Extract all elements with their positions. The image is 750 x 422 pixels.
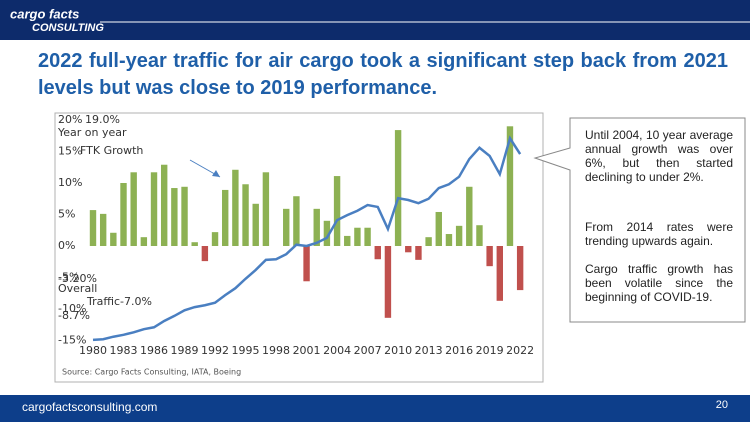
- bar: [140, 237, 148, 246]
- bar: [99, 213, 107, 246]
- annotation: 19.0%: [85, 113, 120, 126]
- annotation: Overall: [58, 282, 97, 295]
- bar: [445, 234, 453, 246]
- x-tick-label: 2016: [445, 344, 473, 357]
- x-tick-label: 2013: [415, 344, 443, 357]
- bar: [344, 235, 351, 246]
- pointer-arrow: [212, 170, 220, 177]
- y-tick-label: 15%: [58, 145, 82, 158]
- bar: [516, 246, 524, 291]
- bar: [242, 184, 249, 246]
- x-tick-label: 2004: [323, 344, 351, 357]
- bar: [293, 196, 300, 246]
- bar: [130, 172, 137, 246]
- bar: [262, 172, 270, 246]
- x-tick-label: 2010: [384, 344, 412, 357]
- x-tick-label: 2001: [293, 344, 321, 357]
- logo: CONSULTING: [32, 22, 104, 34]
- bar: [222, 189, 229, 246]
- slide-title: 2022 full-year traffic for air cargo too…: [38, 50, 728, 99]
- x-tick-label: 2022: [506, 344, 534, 357]
- bar: [313, 208, 320, 246]
- bar: [354, 227, 361, 246]
- page-number: 20: [716, 399, 728, 411]
- callout-text: Cargo traffic growth has been volatile s…: [585, 262, 733, 304]
- callout-box: [533, 117, 746, 323]
- bar: [232, 169, 239, 246]
- x-tick-label: 2019: [476, 344, 504, 357]
- bar: [496, 246, 503, 301]
- annotation: -3.20%: [58, 272, 97, 285]
- bar: [415, 246, 422, 260]
- bar: [171, 188, 178, 246]
- bar: [89, 210, 97, 246]
- x-tick-label: 1983: [110, 344, 138, 357]
- bar: [364, 227, 371, 246]
- bar: [303, 246, 310, 282]
- footer-url: cargofactsconsulting.com: [22, 400, 157, 414]
- bar: [486, 246, 493, 267]
- y-tick-label: 10%: [58, 176, 82, 189]
- bar: [476, 225, 483, 246]
- bar: [455, 225, 463, 246]
- annotation: -7.0%: [120, 295, 152, 308]
- y-tick-label: -5%: [58, 271, 79, 284]
- bar: [211, 232, 219, 246]
- source: Source: Cargo Facts Consulting, IATA, Bo…: [62, 368, 241, 377]
- annotation: -8.7%: [58, 309, 90, 322]
- bar: [201, 246, 209, 262]
- y-tick-label: 20%: [58, 113, 82, 126]
- x-tick-label: 2007: [354, 344, 382, 357]
- bar: [150, 172, 158, 246]
- bar: [435, 211, 442, 246]
- line: [92, 135, 522, 342]
- x-tick-label: 1995: [232, 344, 260, 357]
- y-tick-label: 0%: [58, 239, 75, 252]
- x-tick-label: 1986: [140, 344, 168, 357]
- bar: [466, 186, 473, 246]
- bar: [191, 242, 198, 246]
- bar: [323, 220, 331, 246]
- x-tick-label: 1998: [262, 344, 290, 357]
- x-tick-label: 1980: [79, 344, 107, 357]
- bar: [283, 208, 290, 246]
- annotation: FTK Growth: [80, 144, 143, 157]
- bar: [160, 164, 168, 246]
- x-tick-label: 1989: [171, 344, 199, 357]
- footer-bar: [0, 395, 750, 422]
- callout-text: Until 2004, 10 year average annual growt…: [585, 128, 733, 184]
- annotation: Year on year: [57, 126, 127, 139]
- y-tick-label: 5%: [58, 208, 75, 221]
- logo: cargo facts: [10, 6, 79, 21]
- chart-frame: [54, 112, 544, 383]
- bar: [394, 130, 402, 246]
- header-bar: [0, 0, 750, 40]
- bar: [252, 203, 259, 246]
- x-tick-label: 1992: [201, 344, 229, 357]
- bar: [110, 232, 117, 246]
- bar: [405, 246, 412, 253]
- bar: [506, 126, 514, 246]
- y-tick-label: -10%: [58, 302, 86, 315]
- bar: [120, 183, 127, 246]
- bar: [181, 186, 188, 246]
- annotation: Traffic: [86, 295, 120, 308]
- bar: [333, 176, 341, 246]
- bar: [425, 237, 432, 246]
- callout-text: From 2014 rates were trending upwards ag…: [585, 220, 733, 248]
- y-tick-label: -15%: [58, 334, 86, 347]
- bar: [384, 246, 392, 318]
- bar: [374, 246, 381, 260]
